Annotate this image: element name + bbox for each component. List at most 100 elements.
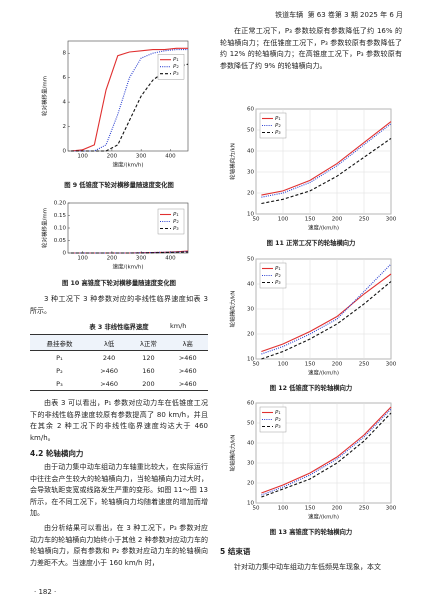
paragraph: 由分析结果可以看出，在 3 种工况下，P₃ 参数对应动力车的轮轴横向力始终小于其… — [30, 524, 208, 567]
legend-label: P₃ — [173, 226, 179, 232]
y-tick-label: 20 — [247, 191, 254, 197]
series-line — [261, 123, 392, 198]
cell: P₁ — [56, 353, 63, 362]
table-header: 悬挂参数 λ低 λ正常 λ高 — [30, 334, 208, 351]
series-line — [70, 49, 188, 152]
series-line — [70, 47, 188, 152]
x-tick-label: 300 — [386, 362, 396, 368]
y-tick-label: 30 — [247, 307, 254, 313]
header-cell: λ低 — [88, 334, 130, 351]
series-line — [261, 408, 392, 496]
x-tick-label: 250 — [359, 506, 370, 512]
y-tick-label: 10 — [247, 501, 254, 507]
series-line — [261, 263, 392, 355]
y-axis-label: 轮轴横向力/kN — [229, 435, 237, 472]
section-heading: 5 结束语 — [220, 547, 251, 556]
series-line — [261, 273, 392, 353]
series-line — [261, 406, 392, 494]
cell: >460 — [88, 377, 130, 391]
x-tick-label: 100 — [77, 256, 88, 262]
x-tick-label: 200 — [332, 217, 343, 223]
figure-caption: 图 10 高锥度下轮对横移量随速度变化图 — [62, 280, 176, 287]
y-tick-label: 8 — [63, 51, 67, 57]
legend-label: P₃ — [173, 71, 179, 77]
cell: >460 — [178, 353, 197, 362]
x-tick-label: 100 — [278, 506, 289, 512]
y-tick-label: 0.10 — [54, 226, 67, 232]
table: 悬挂参数 λ低 λ正常 λ高 P₁ 240 120 >460 P₂ >460 1… — [30, 334, 208, 391]
paragraph: 由表 3 可以看出，P₁ 参数对应动力车在低锥度工况下的非线性临界速度较原有参数… — [30, 399, 208, 442]
x-axis-label: 速度/(km/h) — [112, 263, 143, 271]
paragraph: 在正常工况下，P₃ 参数较原有参数降低了约 16% 的轮轴横向力；在低锥度工况下… — [220, 27, 402, 70]
y-tick-label: 40 — [247, 149, 254, 155]
figure-caption: 图 13 高锥度下的轮轴横向力 — [269, 529, 353, 536]
paragraph: 由于动力集中动车组动力车轴重比较大，在实际运行中往往会产生较大的轮轴横向力，当轮… — [30, 463, 208, 517]
y-tick-label: 0 — [63, 251, 67, 257]
y-axis-label: 轮轴横向力/kN — [229, 143, 237, 180]
cell: 200 — [129, 377, 168, 391]
issue: 第 63 卷第 3 期 2025 年 6 月 — [307, 11, 403, 19]
legend-label: P₂ — [275, 123, 281, 129]
running-header: 铁道车辆 第 63 卷第 3 期 2025 年 6 月 — [275, 10, 403, 20]
figure-caption: 图 11 正常工况下的轮轴横向力 — [266, 240, 356, 247]
cell: >460 — [178, 366, 197, 375]
chart: 10 20 30 40 50 60 50 100 150 200 250 300 速度/(km/h) 轮轴… — [229, 401, 397, 521]
y-tick-label: 0.15 — [54, 213, 67, 219]
y-tick-label: 20 — [247, 481, 254, 487]
table-row: P₂ >460 160 >460 — [30, 364, 208, 377]
x-tick-label: 50 — [253, 362, 260, 368]
section-heading: 4.2 轮轴横向力 — [30, 449, 84, 458]
legend-label: P₂ — [173, 64, 179, 70]
y-tick-label: 20 — [247, 332, 254, 338]
table-caption: 表 3 非线性临界速度 — [89, 324, 149, 331]
paragraph: 3 种工况下 3 种参数对应的非线性临界速度如表 3 所示。 — [30, 295, 208, 315]
cell: >460 — [100, 366, 119, 375]
y-tick-label: 0.20 — [54, 201, 67, 207]
y-tick-label: 10 — [247, 357, 254, 363]
y-tick-label: 40 — [247, 282, 254, 288]
header-cell: 悬挂参数 — [30, 334, 89, 351]
y-tick-label: 50 — [247, 128, 254, 134]
x-tick-label: 50 — [253, 217, 260, 223]
x-tick-label: 200 — [332, 506, 343, 512]
x-tick-label: 200 — [107, 154, 118, 160]
x-axis-label: 速度/(km/h) — [112, 161, 143, 169]
cell: 160 — [142, 366, 155, 375]
x-axis-label: 速度/(km/h) — [308, 224, 339, 232]
x-tick-label: 150 — [305, 217, 316, 223]
x-tick-label: 300 — [386, 506, 396, 512]
legend-label: P₂ — [173, 219, 179, 225]
legend-label: P₂ — [275, 417, 281, 423]
series-line — [70, 251, 189, 254]
paragraph: 针对动力集中动车组动力车低频晃车现象，本文 — [234, 563, 381, 571]
legend-label: P₁ — [275, 116, 281, 122]
y-tick-label: 60 — [247, 401, 254, 407]
y-tick-label: 6 — [63, 75, 67, 81]
legend-label: P₃ — [275, 280, 281, 286]
x-tick-label: 50 — [253, 506, 260, 512]
series-line — [261, 121, 392, 196]
x-tick-label: 300 — [386, 217, 396, 223]
series-line — [261, 281, 392, 360]
x-tick-label: 100 — [77, 154, 88, 160]
x-tick-label: 300 — [136, 256, 147, 262]
y-axis-label: 轮轴横向力/kN — [229, 291, 237, 328]
y-tick-label: 0.05 — [54, 238, 67, 244]
x-tick-label: 150 — [305, 506, 316, 512]
y-axis-label: 轮对横移量/mm — [41, 76, 49, 116]
cell: P₃ — [30, 377, 89, 391]
x-tick-label: 250 — [359, 362, 370, 368]
header-cell: λ高 — [167, 334, 208, 351]
table-wrap: 悬挂参数 λ低 λ正常 λ高 P₁ 240 120 >460 P₂ >460 1… — [30, 334, 208, 391]
figure-caption: 图 12 低锥度下的轮轴横向力 — [269, 385, 353, 392]
y-tick-label: 0 — [63, 149, 67, 155]
table-unit: km/h — [170, 322, 187, 330]
page-number: · 182 · — [34, 588, 57, 596]
chart: 10 20 30 40 50 50 100 150 200 250 300 速度/(km/h) 轮轴横向… — [229, 257, 397, 377]
cell: 120 — [142, 353, 155, 362]
journal: 铁道车辆 — [275, 11, 304, 19]
x-axis-label: 速度/(km/h) — [308, 513, 339, 521]
legend-label: P₁ — [275, 410, 281, 416]
